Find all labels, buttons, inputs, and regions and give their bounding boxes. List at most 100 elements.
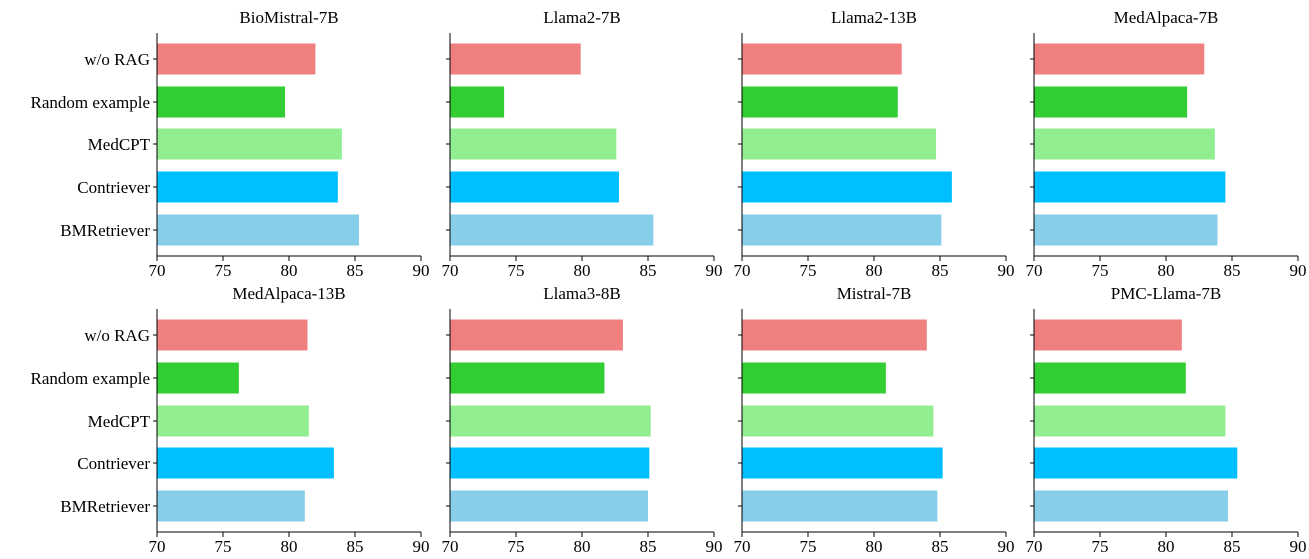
bar-bmretriever [450,214,654,246]
x-tick-label: 90 [1290,537,1307,554]
category-label: Random example [31,93,150,112]
x-tick-label: 90 [998,261,1015,280]
bar-bmretriever [1034,214,1218,246]
bar-contriever [157,171,338,203]
bar-bmretriever [742,490,938,522]
bar-medcpt [157,405,309,437]
bar-bmretriever [450,490,648,522]
category-label: Contriever [77,454,150,473]
x-tick-label: 85 [347,261,364,280]
x-tick-label: 85 [347,537,364,554]
bar-bmretriever [742,214,942,246]
bar-random-example [450,362,605,394]
bar-w-o-rag [450,319,623,351]
x-tick-label: 70 [1026,537,1043,554]
x-tick-label: 85 [640,261,657,280]
x-tick-label: 85 [932,261,949,280]
x-tick-label: 90 [706,537,723,554]
x-tick-label: 80 [281,537,298,554]
bar-contriever [742,171,952,203]
x-tick-label: 80 [866,261,883,280]
bar-contriever [1034,171,1226,203]
panel-title: MedAlpaca-13B [232,284,345,303]
category-label: w/o RAG [84,326,150,345]
bar-w-o-rag [157,43,316,75]
x-tick-label: 80 [281,261,298,280]
bar-random-example [1034,86,1188,118]
category-label: BMRetriever [60,497,150,516]
x-tick-label: 90 [706,261,723,280]
bar-medcpt [1034,405,1226,437]
category-label: Random example [31,369,150,388]
bar-contriever [450,447,650,479]
x-tick-label: 70 [149,261,166,280]
x-tick-label: 90 [413,261,430,280]
bar-contriever [1034,447,1238,479]
x-tick-label: 85 [1224,261,1241,280]
bar-random-example [157,86,286,118]
x-tick-label: 80 [574,261,591,280]
x-tick-label: 75 [508,261,525,280]
x-tick-label: 70 [734,261,751,280]
bar-bmretriever [157,214,359,246]
panel-title: Llama2-7B [543,8,620,27]
x-tick-label: 70 [1026,261,1043,280]
bar-random-example [157,362,239,394]
x-tick-label: 75 [215,261,232,280]
bar-w-o-rag [1034,319,1182,351]
category-label: w/o RAG [84,50,150,69]
bar-medcpt [1034,128,1215,160]
x-tick-label: 80 [1158,261,1175,280]
x-tick-label: 70 [442,261,459,280]
x-tick-label: 85 [932,537,949,554]
bar-random-example [742,362,886,394]
x-tick-label: 75 [800,537,817,554]
x-tick-label: 90 [998,537,1015,554]
bar-random-example [742,86,898,118]
category-label: MedCPT [88,412,151,431]
x-tick-label: 75 [1092,537,1109,554]
bar-w-o-rag [742,43,902,75]
bar-random-example [450,86,505,118]
bar-medcpt [450,128,617,160]
bar-contriever [157,447,334,479]
bar-medcpt [450,405,651,437]
x-tick-label: 90 [413,537,430,554]
x-tick-label: 75 [215,537,232,554]
bar-bmretriever [1034,490,1229,522]
panel-title: Mistral-7B [837,284,912,303]
category-label: BMRetriever [60,221,150,240]
panel-title: BioMistral-7B [239,8,338,27]
x-tick-label: 80 [574,537,591,554]
panel-title: Llama2-13B [831,8,917,27]
category-label: Contriever [77,178,150,197]
bar-contriever [742,447,943,479]
bar-w-o-rag [450,43,581,75]
category-label: MedCPT [88,135,151,154]
x-tick-label: 75 [800,261,817,280]
bar-contriever [450,171,619,203]
x-tick-label: 90 [1290,261,1307,280]
x-tick-label: 70 [149,537,166,554]
panel-title: MedAlpaca-7B [1114,8,1219,27]
x-tick-label: 70 [734,537,751,554]
bar-medcpt [742,128,937,160]
bar-random-example [1034,362,1186,394]
bar-bmretriever [157,490,305,522]
panel-title: PMC-Llama-7B [1111,284,1222,303]
bar-w-o-rag [742,319,927,351]
bar-w-o-rag [1034,43,1205,75]
x-tick-label: 85 [1224,537,1241,554]
x-tick-label: 70 [442,537,459,554]
x-tick-label: 85 [640,537,657,554]
x-tick-label: 80 [866,537,883,554]
bar-w-o-rag [157,319,308,351]
panel-title: Llama3-8B [543,284,620,303]
bar-medcpt [742,405,934,437]
x-tick-label: 75 [508,537,525,554]
bar-medcpt [157,128,342,160]
x-tick-label: 75 [1092,261,1109,280]
x-tick-label: 80 [1158,537,1175,554]
